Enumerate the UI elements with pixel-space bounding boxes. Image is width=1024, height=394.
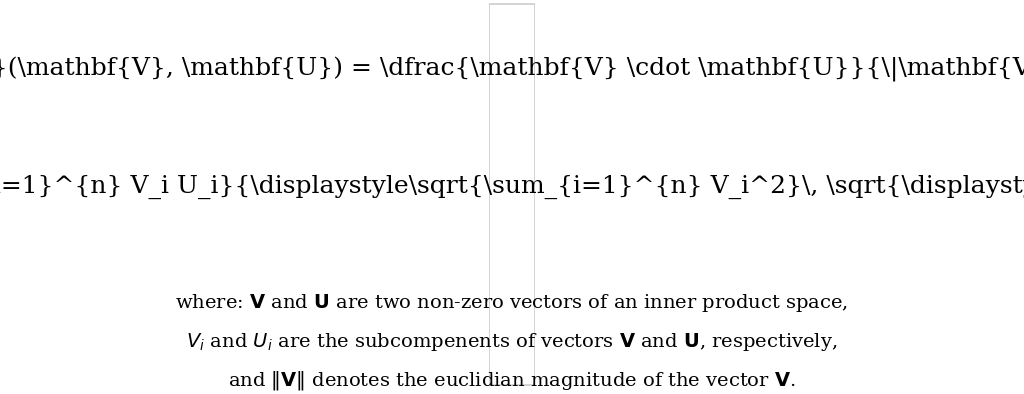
Text: where: $\mathbf{V}$ and $\mathbf{U}$ are two non-zero vectors of an inner produc: where: $\mathbf{V}$ and $\mathbf{U}$ are… [175,292,849,314]
Text: and $\|\mathbf{V}\|$ denotes the euclidian magnitude of the vector $\mathbf{V}$.: and $\|\mathbf{V}\|$ denotes the euclidi… [228,369,796,392]
Text: $V_i$ and $U_i$ are the subcompenents of vectors $\mathbf{V}$ and $\mathbf{U}$, : $V_i$ and $U_i$ are the subcompenents of… [186,331,838,353]
Text: = \dfrac{\displaystyle\sum_{i=1}^{n} V_i U_i}{\displaystyle\sqrt{\sum_{i=1}^{n} : = \dfrac{\displaystyle\sum_{i=1}^{n} V_i… [0,175,1024,199]
Text: \mathrm{cos\_sim}(\mathbf{V}, \mathbf{U}) = \dfrac{\mathbf{V} \cdot \mathbf{U}}{: \mathrm{cos\_sim}(\mathbf{V}, \mathbf{U}… [0,58,1024,82]
